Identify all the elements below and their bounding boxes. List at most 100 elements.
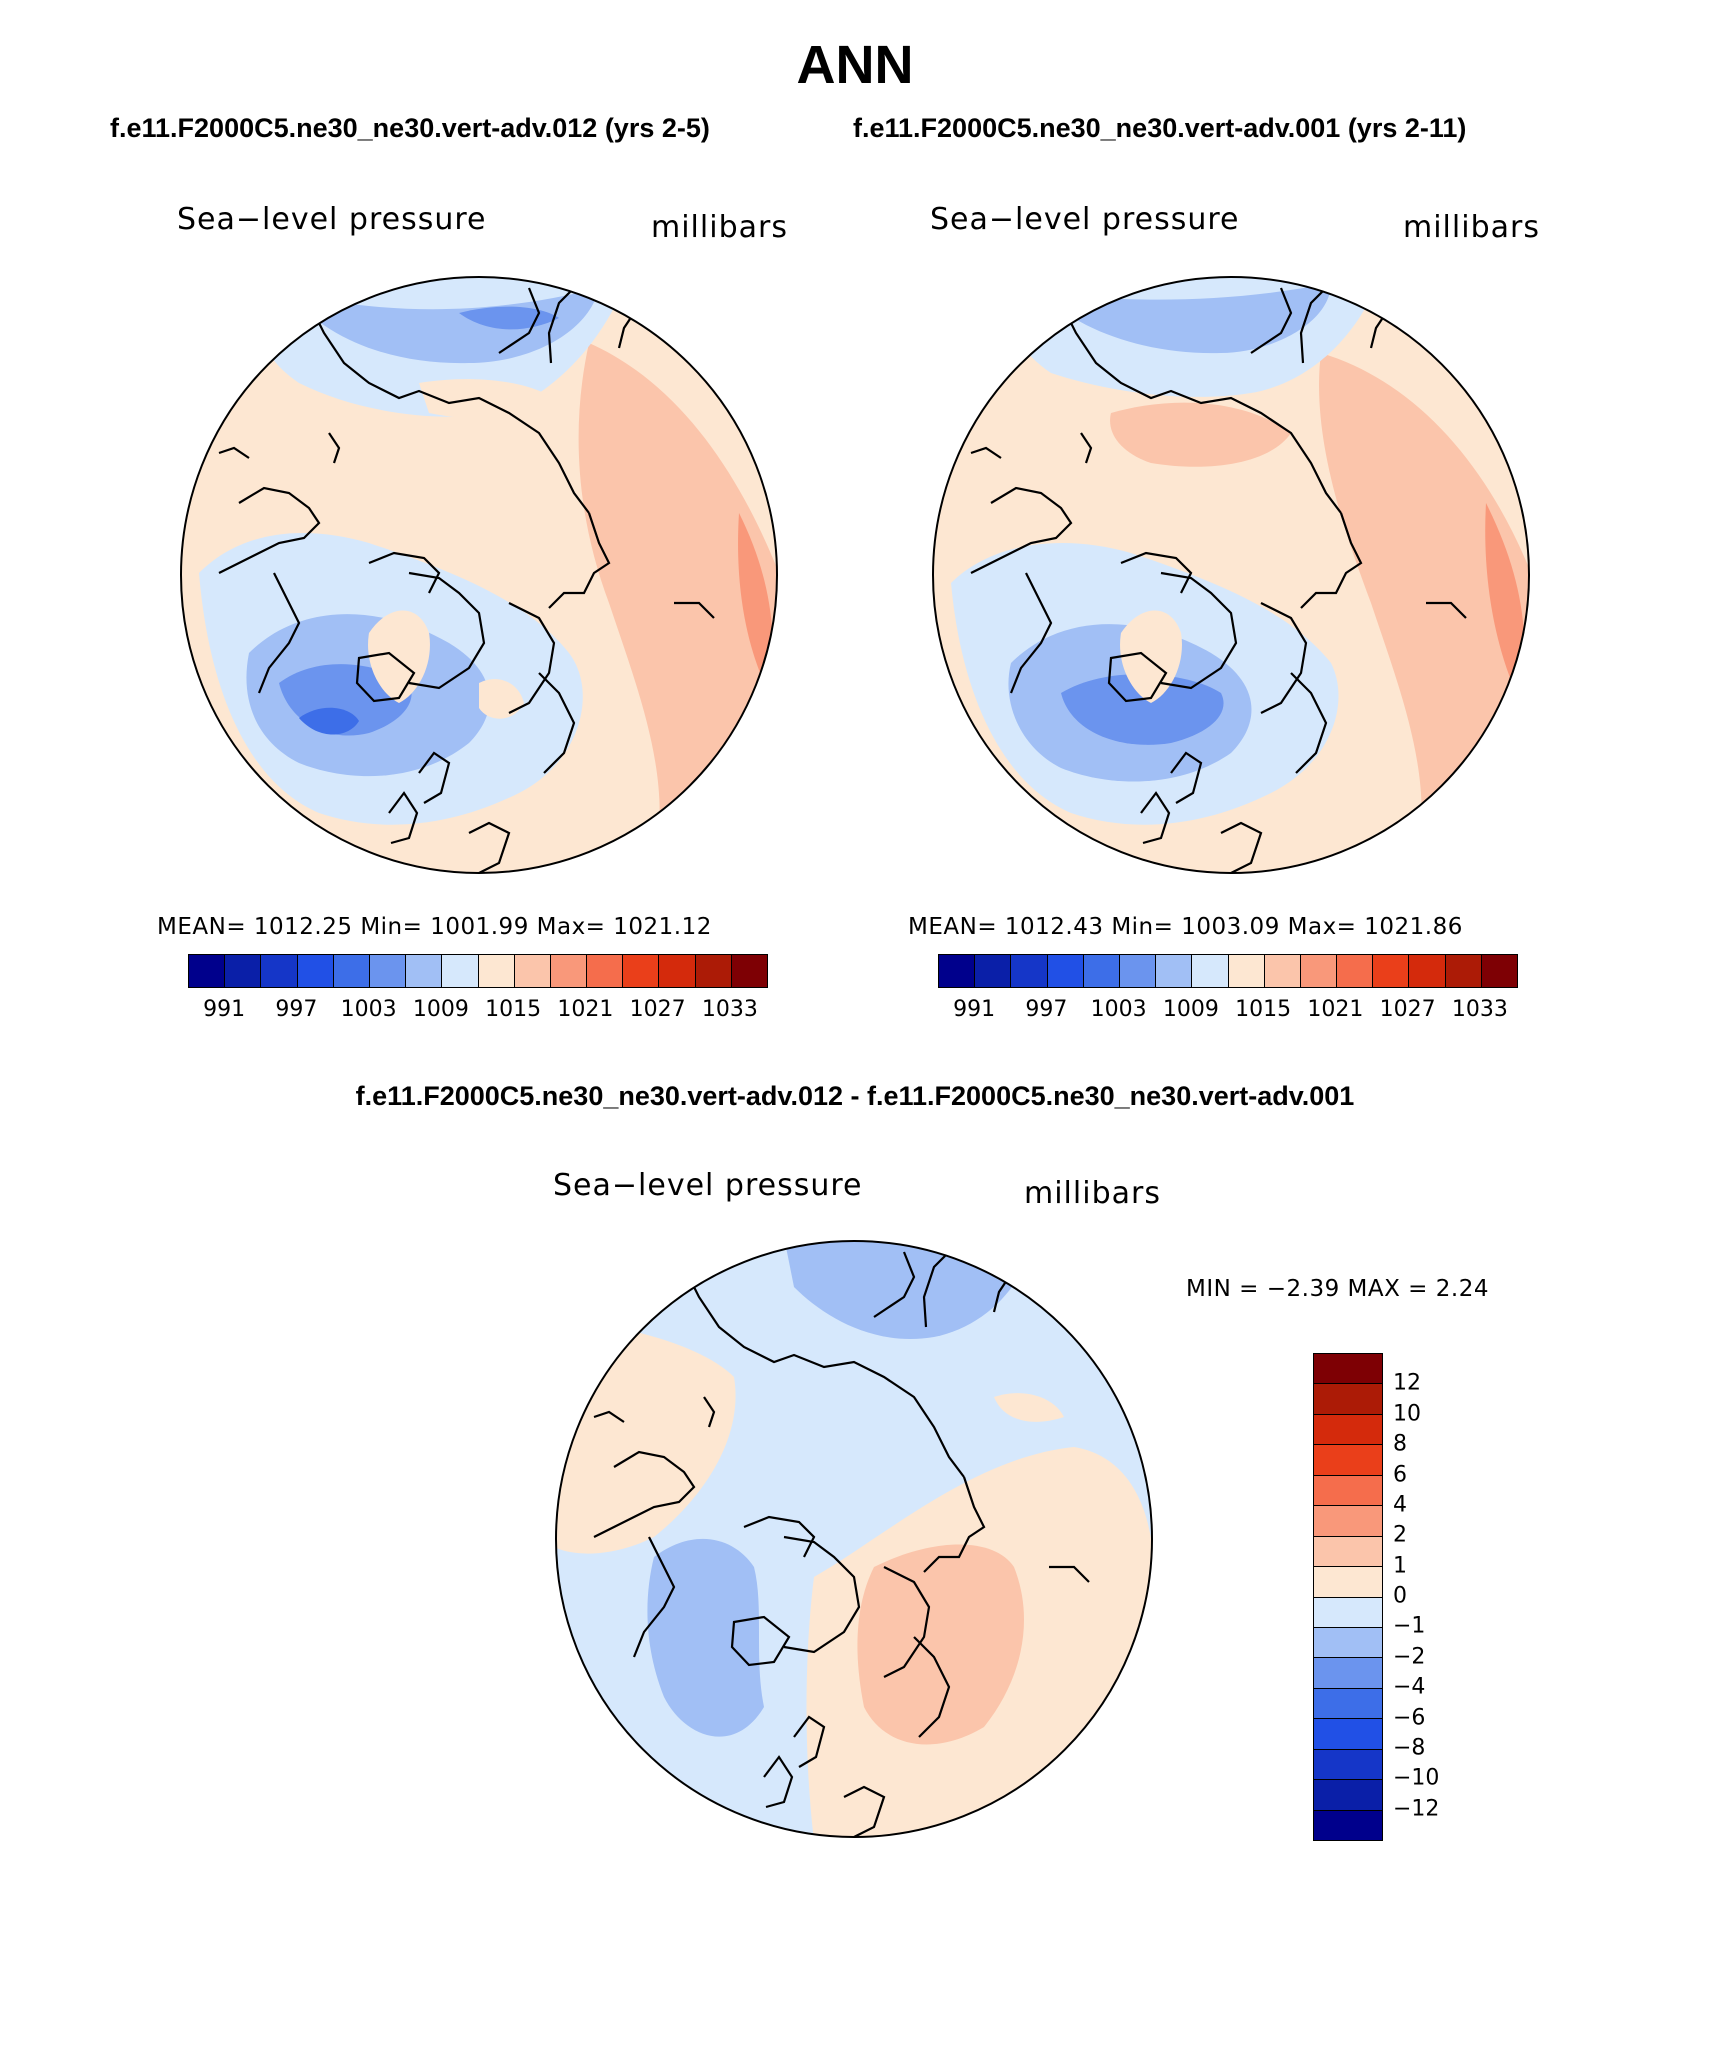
colorbar-tick-label: −4 (1393, 1674, 1426, 1700)
colorbar-segment (1373, 955, 1410, 987)
panel2-units-label: millibars (1403, 210, 1540, 245)
colorbar-segment (1314, 1445, 1382, 1476)
colorbar-segment (1481, 955, 1517, 987)
colorbar-segment (406, 955, 443, 987)
colorbar-segment (1314, 1627, 1382, 1659)
colorbar-tick-label: −10 (1393, 1765, 1440, 1791)
panel2-stats: MEAN= 1012.43 Min= 1003.09 Max= 1021.86 (908, 914, 1463, 940)
colorbar-tick-label: 1003 (340, 997, 397, 1022)
colorbar-segment (1314, 1658, 1382, 1689)
colorbar-tick-label: 1021 (557, 997, 614, 1022)
colorbar-tick-label: 4 (1393, 1492, 1407, 1518)
colorbar-segment (1011, 955, 1048, 987)
colorbar-segment (297, 955, 334, 987)
colorbar-segment (1314, 1475, 1382, 1507)
panel1-units-label: millibars (651, 210, 788, 245)
panel2-polar-map (932, 276, 1530, 874)
colorbar-segment (1314, 1780, 1382, 1811)
colorbar-segment (1119, 955, 1157, 987)
colorbar-segment (369, 955, 407, 987)
panel1-stats: MEAN= 1012.25 Min= 1001.99 Max= 1021.12 (157, 914, 712, 940)
colorbar-tick-label: −12 (1393, 1796, 1440, 1822)
colorbar-tick-label: −8 (1393, 1735, 1426, 1761)
colorbar-tick-label: 1015 (1235, 997, 1292, 1022)
case1-title: f.e11.F2000C5.ne30_ne30.vert-adv.012 (yr… (110, 113, 710, 143)
colorbar-tick-label: 997 (275, 997, 318, 1022)
colorbar-segment (1314, 1536, 1382, 1568)
colorbar-tick-label: −1 (1393, 1613, 1426, 1639)
diff-title: f.e11.F2000C5.ne30_ne30.vert-adv.012 - f… (355, 1081, 1355, 1111)
colorbar-segment (659, 955, 696, 987)
diff-polar-map (555, 1240, 1153, 1838)
colorbar-segment (1083, 955, 1120, 987)
colorbar-segment (514, 955, 551, 987)
colorbar-tick-label: 12 (1393, 1370, 1421, 1396)
colorbar-tick-label: 1021 (1307, 997, 1364, 1022)
diff-colorbar (1313, 1353, 1383, 1841)
panel1-colorbar (188, 954, 768, 988)
colorbar-segment (442, 955, 479, 987)
colorbar-tick-label: 1 (1393, 1553, 1407, 1579)
colorbar-segment (1314, 1810, 1382, 1840)
colorbar-segment (189, 955, 226, 987)
colorbar-tick-label: 997 (1025, 997, 1068, 1022)
colorbar-segment (1314, 1567, 1382, 1598)
colorbar-tick-label: 0 (1393, 1583, 1407, 1609)
colorbar-tick-label: 2 (1393, 1522, 1407, 1548)
colorbar-tick-label: 991 (953, 997, 996, 1022)
colorbar-segment (550, 955, 588, 987)
diff-variable-label: Sea−level pressure (553, 1168, 863, 1203)
colorbar-tick-label: 1033 (701, 997, 758, 1022)
colorbar-segment (478, 955, 515, 987)
colorbar-segment (1300, 955, 1338, 987)
colorbar-segment (731, 955, 767, 987)
colorbar-segment (1264, 955, 1301, 987)
colorbar-tick-label: −2 (1393, 1644, 1426, 1670)
colorbar-segment (1156, 955, 1193, 987)
colorbar-segment (1192, 955, 1229, 987)
colorbar-tick-label: 6 (1393, 1462, 1407, 1487)
colorbar-segment (939, 955, 976, 987)
colorbar-tick-label: 8 (1393, 1431, 1407, 1457)
panel1-variable-label: Sea−level pressure (177, 202, 487, 237)
colorbar-segment (695, 955, 732, 987)
colorbar-segment (1314, 1688, 1382, 1720)
panel1-colorbar-labels: 991 997 1003 1009 1015 1021 1027 1033 (188, 997, 766, 1027)
colorbar-segment (261, 955, 298, 987)
colorbar-tick-label: 1033 (1451, 997, 1508, 1022)
colorbar-segment (1047, 955, 1084, 987)
colorbar-segment (623, 955, 660, 987)
diff-units-label: millibars (1024, 1176, 1161, 1211)
colorbar-tick-label: 991 (203, 997, 246, 1022)
panel2-variable-label: Sea−level pressure (930, 202, 1240, 237)
colorbar-segment (1314, 1506, 1382, 1537)
colorbar-segment (1228, 955, 1265, 987)
colorbar-segment (225, 955, 262, 987)
diff-stats: MIN = −2.39 MAX = 2.24 (1186, 1276, 1489, 1302)
page-title: ANN (796, 35, 914, 95)
colorbar-segment (1314, 1384, 1382, 1415)
colorbar-tick-label: 1003 (1090, 997, 1147, 1022)
colorbar-tick-label: −6 (1393, 1705, 1426, 1730)
colorbar-segment (1314, 1719, 1382, 1750)
panel1-polar-map (180, 276, 778, 874)
panel2-colorbar-labels: 991 997 1003 1009 1015 1021 1027 1033 (938, 997, 1516, 1027)
colorbar-segment (975, 955, 1012, 987)
colorbar-tick-label: 1009 (412, 997, 469, 1022)
colorbar-segment (1409, 955, 1446, 987)
colorbar-segment (587, 955, 624, 987)
colorbar-segment (1314, 1354, 1382, 1385)
colorbar-tick-label: 10 (1393, 1401, 1421, 1427)
panel2-colorbar (938, 954, 1518, 988)
colorbar-segment (1445, 955, 1482, 987)
colorbar-segment (333, 955, 370, 987)
colorbar-tick-label: 1027 (1379, 997, 1436, 1022)
colorbar-tick-label: 1027 (629, 997, 686, 1022)
colorbar-tick-label: 1015 (485, 997, 542, 1022)
colorbar-segment (1337, 955, 1374, 987)
colorbar-segment (1314, 1414, 1382, 1446)
colorbar-segment (1314, 1749, 1382, 1781)
colorbar-tick-label: 1009 (1162, 997, 1219, 1022)
colorbar-segment (1314, 1597, 1382, 1628)
case2-title: f.e11.F2000C5.ne30_ne30.vert-adv.001 (yr… (853, 113, 1467, 143)
